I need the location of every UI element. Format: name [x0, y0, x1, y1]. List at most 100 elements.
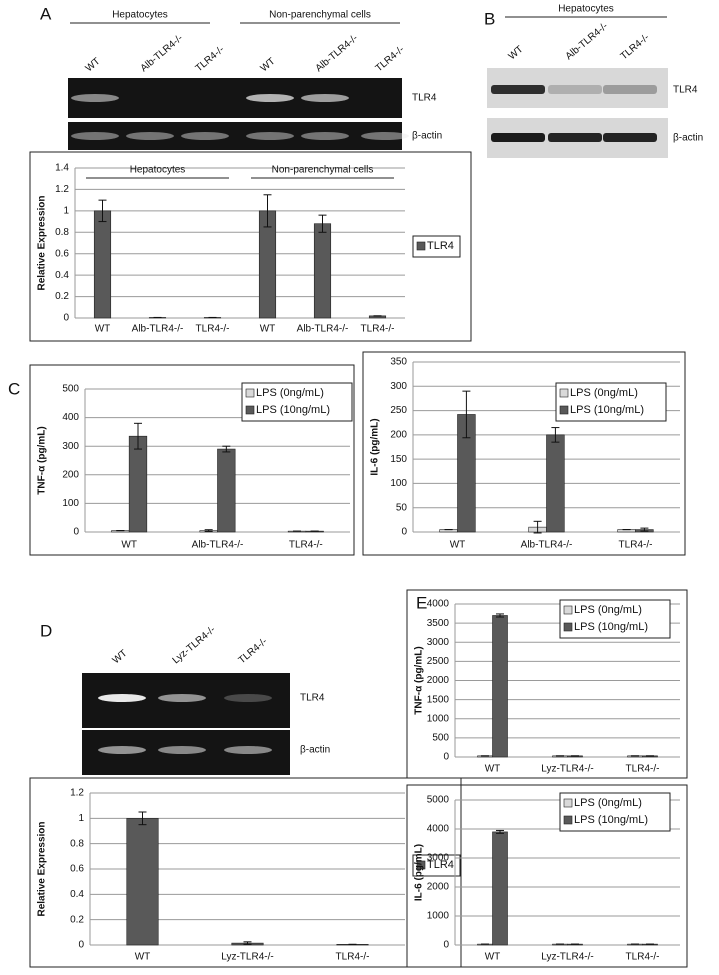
gel-band — [361, 132, 409, 140]
gel-band — [181, 132, 229, 140]
legend-swatch — [563, 798, 573, 808]
error-bar — [98, 199, 107, 223]
gel-band — [246, 94, 294, 102]
y-tick-label: 1000 — [427, 911, 450, 922]
x-tick-label: WT — [485, 952, 501, 963]
gel-band — [548, 133, 602, 142]
lane-label: WT — [111, 648, 130, 666]
lane-label: Alb-TLR4-/- — [314, 33, 361, 75]
y-tick-label: 3500 — [427, 618, 450, 629]
band-label: TLR4 — [412, 93, 437, 104]
gel-band — [246, 132, 294, 140]
x-tick-label: WT — [135, 952, 151, 963]
gel-band — [158, 746, 206, 754]
legend-label: LPS (10ng/mL) — [574, 814, 648, 826]
lane-label: TLR4-/- — [237, 636, 270, 666]
band-label: TLR4 — [673, 85, 698, 96]
x-tick-label: Alb-TLR4-/- — [297, 324, 349, 335]
gel-group-label: Hepatocytes — [112, 10, 168, 21]
gel-band — [98, 746, 146, 754]
error-bar — [318, 214, 327, 233]
legend-label: LPS (10ng/mL) — [256, 404, 330, 416]
legend-label: TLR4 — [427, 859, 454, 871]
lane-label: Alb-TLR4-/- — [564, 21, 611, 63]
gel-group-label: Hepatocytes — [558, 4, 614, 15]
bar — [93, 210, 112, 319]
y-axis-label: TNF-α (pg/mL) — [414, 646, 425, 714]
y-tick-label: 0.2 — [55, 291, 69, 302]
y-tick-label: 0.6 — [70, 864, 84, 875]
gel-band — [491, 85, 545, 94]
x-tick-label: Lyz-TLR4-/- — [541, 764, 593, 775]
gel-band — [301, 132, 349, 140]
legend-box — [559, 792, 671, 832]
legend-swatch — [559, 405, 569, 415]
gel-band — [71, 94, 119, 102]
y-tick-label: 2000 — [427, 675, 450, 686]
gel-band — [491, 133, 545, 142]
panel-label: C — [8, 379, 20, 398]
panel-label: B — [484, 9, 495, 28]
y-tick-label: 0.8 — [55, 227, 69, 238]
y-tick-label: 150 — [390, 454, 407, 465]
panel-label: A — [40, 4, 52, 23]
band-label: TLR4 — [300, 693, 325, 704]
band-label: β-actin — [673, 133, 703, 144]
lane-label: TLR4-/- — [374, 44, 407, 74]
y-tick-label: 1 — [63, 205, 69, 216]
y-tick-label: 50 — [396, 502, 408, 513]
legend-label: LPS (10ng/mL) — [570, 404, 644, 416]
y-tick-label: 0.4 — [55, 270, 69, 281]
legend-label: LPS (0ng/mL) — [574, 604, 642, 616]
chart-frame — [29, 151, 472, 342]
y-tick-label: 0.8 — [70, 838, 84, 849]
bar — [128, 435, 148, 533]
bar — [217, 448, 236, 533]
error-bar — [243, 941, 252, 945]
y-tick-label: 400 — [62, 412, 79, 423]
y-tick-label: 0.2 — [70, 914, 84, 925]
bar — [546, 434, 565, 533]
gel-band — [224, 746, 272, 754]
x-tick-label: WT — [485, 764, 501, 775]
gel-group-label: Non-parenchymal cells — [269, 10, 371, 21]
x-tick-label: Lyz-TLR4-/- — [221, 952, 273, 963]
lane-label: WT — [84, 56, 103, 74]
y-tick-label: 0 — [73, 527, 79, 538]
legend-swatch — [245, 405, 255, 415]
group-label: Non-parenchymal cells — [272, 165, 374, 176]
x-tick-label: TLR4-/- — [336, 952, 370, 963]
error-bar — [138, 811, 147, 826]
gel-band — [71, 132, 119, 140]
x-tick-label: TLR4-/- — [626, 764, 660, 775]
y-tick-label: 3000 — [427, 637, 450, 648]
lane-label: TLR4-/- — [194, 44, 227, 74]
error-bar — [640, 527, 649, 532]
gel-band — [603, 85, 657, 94]
legend-swatch — [563, 815, 573, 825]
y-tick-label: 0.4 — [70, 889, 84, 900]
gel-band — [98, 694, 146, 702]
panel-label: D — [40, 621, 52, 640]
legend-label: LPS (0ng/mL) — [574, 797, 642, 809]
y-tick-label: 100 — [390, 478, 407, 489]
y-tick-label: 350 — [390, 357, 407, 368]
y-tick-label: 3000 — [427, 853, 450, 864]
y-tick-label: 2500 — [427, 656, 450, 667]
error-bar — [533, 520, 542, 534]
y-tick-label: 1000 — [427, 713, 450, 724]
gel-band — [158, 694, 206, 702]
legend-box — [412, 235, 461, 258]
y-tick-label: 500 — [432, 733, 449, 744]
legend-swatch — [559, 388, 569, 398]
error-bar — [134, 422, 142, 450]
panel-label: E — [416, 593, 427, 612]
y-tick-label: 0 — [78, 940, 84, 951]
lane-label: WT — [259, 56, 278, 74]
error-bar — [222, 445, 231, 453]
y-tick-label: 1 — [78, 813, 84, 824]
x-tick-label: Alb-TLR4-/- — [132, 324, 184, 335]
gel-band — [224, 694, 272, 702]
legend-swatch — [563, 622, 573, 632]
y-tick-label: 4000 — [427, 599, 450, 610]
